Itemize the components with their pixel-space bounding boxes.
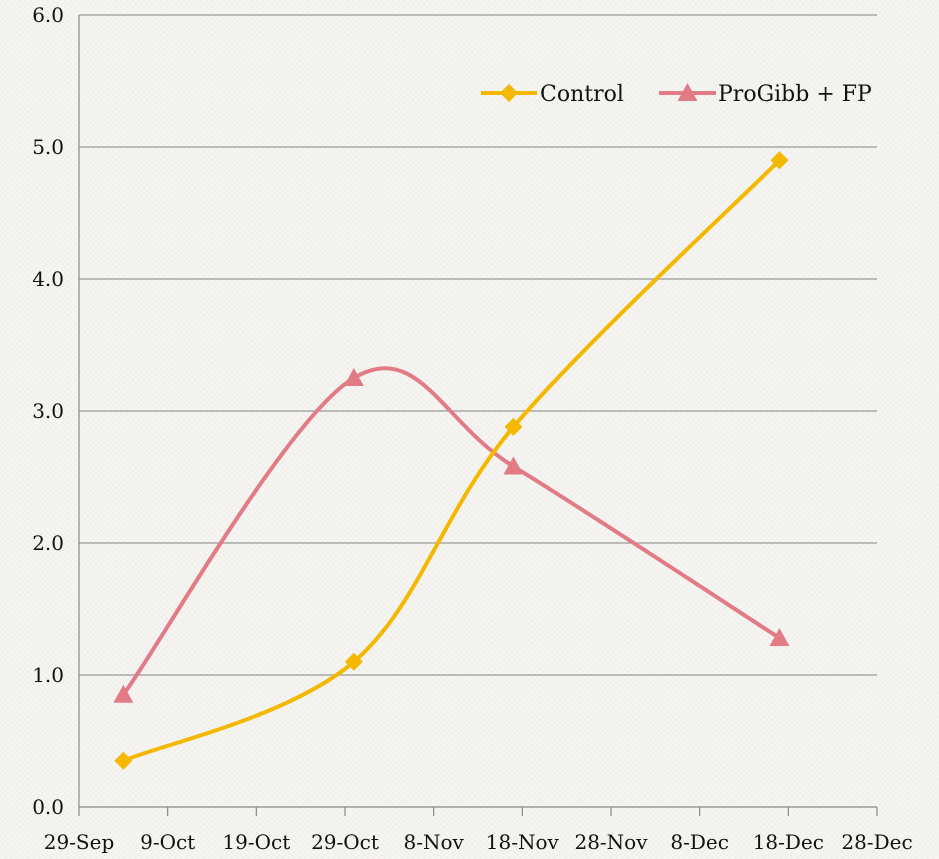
y-tick-label: 3.0 [32, 399, 64, 423]
y-tick-label: 0.0 [32, 795, 64, 819]
x-tick-label: 28-Dec [841, 830, 912, 854]
legend-label: Control [540, 82, 624, 107]
x-tick-label: 28-Nov [574, 830, 648, 854]
x-tick-label: 8-Nov [404, 830, 465, 854]
x-tick-label: 9-Oct [140, 830, 195, 854]
x-tick-label: 29-Sep [44, 830, 115, 854]
series-line [121, 366, 782, 697]
y-tick-label: 2.0 [32, 531, 64, 555]
y-tick-label: 5.0 [32, 135, 64, 159]
x-axis: 29-Sep 9-Oct 19-Oct 29-Oct 8-Nov 18-Nov 28-Nov… [44, 807, 913, 854]
legend-swatch-marker [500, 84, 518, 102]
data-point [769, 628, 790, 647]
x-tick-label: 8-Dec [670, 830, 729, 854]
legend-item: ProGibb + FP [659, 82, 872, 107]
legend-label: ProGibb + FP [718, 82, 872, 107]
y-tick-label: 6.0 [32, 3, 64, 27]
data-point [114, 751, 133, 770]
data-point [344, 652, 363, 671]
legend-item: Control [481, 82, 624, 107]
data-point [770, 151, 789, 170]
x-tick-label: 19-Oct [222, 830, 290, 854]
y-tick-label: 4.0 [32, 267, 64, 291]
legend: Control ProGibb + FP [481, 82, 872, 107]
data-point [343, 368, 364, 386]
data-point [113, 684, 134, 703]
series-progibb-fp [113, 366, 790, 703]
x-tick-label: 18-Nov [486, 830, 560, 854]
legend-swatch-marker [677, 83, 698, 101]
data-point [504, 417, 523, 436]
series-line [121, 158, 782, 763]
series-layer [113, 151, 790, 770]
gridlines [79, 14, 877, 808]
data-point [503, 456, 524, 475]
series-control [114, 151, 789, 770]
y-axis: 0.0 1.0 2.0 3.0 4.0 5.0 6.0 [32, 3, 80, 819]
x-tick-label: 18-Dec [753, 830, 824, 854]
x-tick-label: 29-Oct [311, 830, 379, 854]
y-tick-label: 1.0 [32, 663, 64, 687]
